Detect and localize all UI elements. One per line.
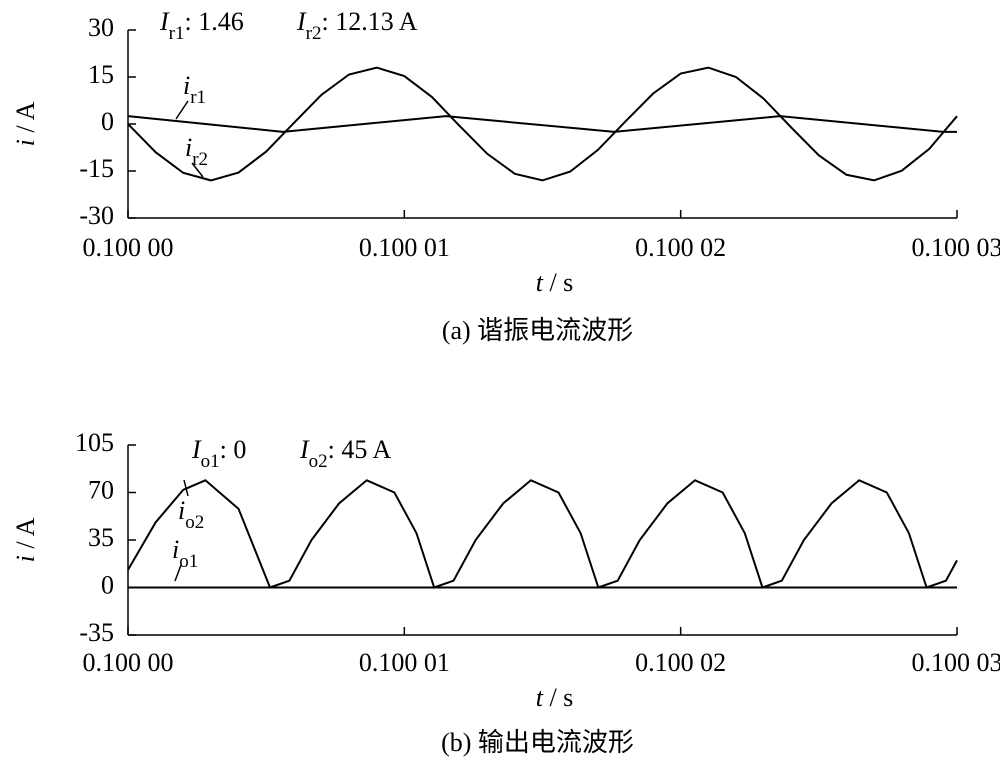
caption: (b) 输出电流波形: [441, 728, 634, 757]
label-leader: [191, 162, 204, 178]
label-leader: [183, 479, 189, 497]
x-axis-label: t / s: [536, 683, 574, 712]
series-label: ir1: [183, 71, 206, 108]
x-tick-label: 0.100 00: [83, 648, 174, 677]
x-axis-label-part: / s: [543, 268, 573, 297]
annotation-part: : 45 A: [328, 435, 392, 464]
x-tick-label: 0.100 03: [912, 648, 1000, 677]
x-tick-label: 0.100 01: [359, 648, 450, 677]
x-tick-label: 0.100 02: [635, 648, 726, 677]
y-tick-label: 70: [88, 475, 114, 504]
annotation: Ir1: 1.46: [159, 7, 244, 44]
y-axis-label-part: i: [11, 555, 40, 562]
annotation-part: : 0: [220, 435, 247, 464]
y-axis-label: i / A: [11, 517, 40, 562]
annotation-part: I: [299, 435, 310, 464]
series-label-part: i: [178, 496, 185, 525]
y-tick-label: 30: [88, 13, 114, 42]
series-label-part: i: [183, 71, 190, 100]
annotation-part: r1: [169, 23, 185, 44]
series-line: [127, 66, 958, 182]
y-axis-label-part: i: [11, 139, 40, 146]
y-axis-label-part: / A: [11, 101, 40, 139]
x-tick-label: 0.100 03: [912, 233, 1000, 262]
series-line: [127, 479, 958, 589]
y-tick-label: -35: [79, 618, 114, 647]
annotation-part: I: [159, 7, 170, 36]
series-label: io1: [172, 535, 198, 572]
annotation: Ir2: 12.13 A: [296, 7, 418, 44]
y-tick-label: -15: [79, 154, 114, 183]
series-label-part: o2: [185, 512, 204, 533]
y-tick-label: 35: [88, 523, 114, 552]
x-tick-label: 0.100 01: [359, 233, 450, 262]
caption: (a) 谐振电流波形: [442, 316, 633, 345]
y-tick-label: 15: [88, 60, 114, 89]
y-tick-label: 0: [101, 107, 114, 136]
x-axis-label: t / s: [536, 268, 574, 297]
series-label-part: o1: [179, 551, 198, 572]
series-label-part: i: [172, 535, 179, 564]
x-tick-label: 0.100 02: [635, 233, 726, 262]
x-axis-label-part: / s: [543, 683, 573, 712]
label-leader: [175, 100, 189, 120]
y-axis-label-part: / A: [11, 517, 40, 555]
annotation-part: o1: [201, 451, 220, 472]
y-tick-label: 0: [101, 570, 114, 599]
annotation-part: I: [191, 435, 202, 464]
series-line: [127, 115, 957, 133]
x-axis-label-part: t: [536, 268, 544, 297]
annotation-part: : 12.13 A: [322, 7, 418, 36]
y-axis-label: i / A: [11, 101, 40, 146]
y-tick-label: -30: [79, 201, 114, 230]
annotation: Io2: 45 A: [299, 435, 391, 472]
annotation-part: I: [296, 7, 307, 36]
annotation-part: r2: [306, 23, 322, 44]
series-label-part: r2: [192, 149, 208, 170]
series-label: io2: [178, 496, 204, 533]
x-tick-label: 0.100 00: [83, 233, 174, 262]
annotation: Io1: 0: [191, 435, 246, 472]
annotation-part: o2: [309, 451, 328, 472]
label-leader: [174, 564, 182, 582]
x-axis-label-part: t: [536, 683, 544, 712]
series-label: ir2: [185, 133, 208, 170]
series-label-part: i: [185, 133, 192, 162]
y-tick-label: 105: [75, 428, 114, 457]
series-label-part: r1: [190, 87, 206, 108]
annotation-part: : 1.46: [185, 7, 244, 36]
